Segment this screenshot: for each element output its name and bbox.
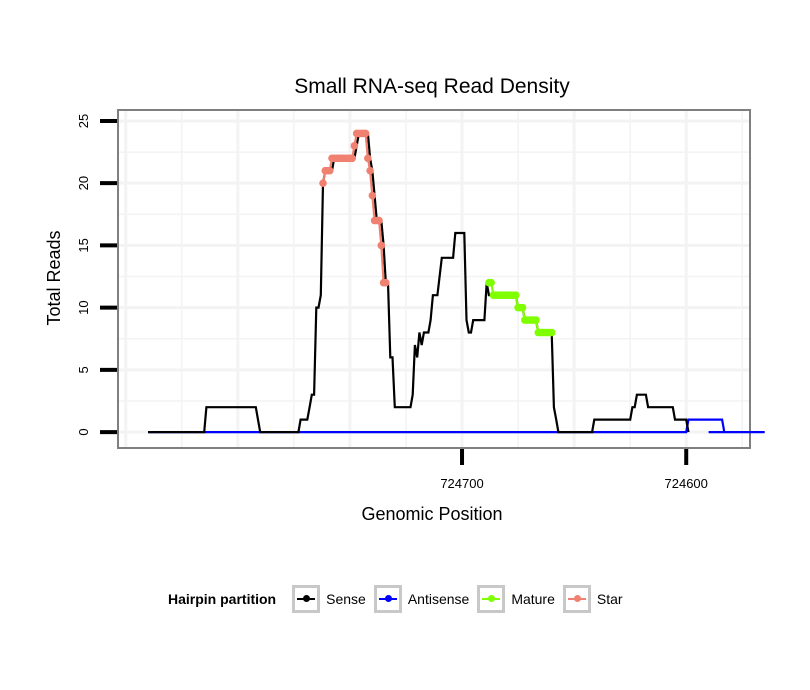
mature-point xyxy=(547,328,556,337)
star-point xyxy=(348,154,356,163)
antisense-line xyxy=(148,418,765,434)
star-point xyxy=(377,241,386,250)
y-tick-label: 0 xyxy=(76,428,91,435)
star-point xyxy=(361,129,370,138)
x-tick-label: 724700 xyxy=(440,476,483,491)
mature-point xyxy=(518,303,527,312)
star-point xyxy=(319,179,327,187)
legend-item-mature: Mature xyxy=(477,585,555,613)
y-tick-label: 20 xyxy=(76,176,91,190)
mature-point xyxy=(487,278,495,287)
y-tick-label: 15 xyxy=(76,238,91,252)
legend-item-star: Star xyxy=(562,585,623,613)
legend-label-sense: Sense xyxy=(326,591,366,607)
star-point xyxy=(368,191,377,200)
y-tick-label: 5 xyxy=(76,366,91,373)
mature-point xyxy=(512,291,520,299)
star-point xyxy=(366,166,374,175)
x-axis: 724700 724600 xyxy=(440,449,708,491)
star-point xyxy=(375,216,383,225)
star-point xyxy=(364,154,372,163)
series-layer xyxy=(148,129,765,434)
mature-point xyxy=(532,316,540,324)
legend-key-antisense xyxy=(373,585,402,613)
y-tick-label: 10 xyxy=(76,300,91,314)
y-axis-label: Total Reads xyxy=(44,230,64,325)
legend-label-antisense: Antisense xyxy=(407,591,470,607)
star-point xyxy=(381,278,390,287)
legend-title: Hairpin partition xyxy=(168,591,277,607)
sense-line xyxy=(148,132,690,434)
legend-item-antisense: Antisense xyxy=(373,585,470,613)
legend-label-mature: Mature xyxy=(511,591,555,607)
star-point xyxy=(325,166,334,175)
x-tick-label: 724600 xyxy=(665,476,708,491)
x-axis-label: Genomic Position xyxy=(361,504,502,524)
legend-key-mature xyxy=(477,585,506,613)
legend-key-sense xyxy=(292,585,321,613)
legend-key-star xyxy=(562,585,591,613)
legend-label-star: Star xyxy=(596,591,623,607)
legend-item-sense: Sense xyxy=(292,585,366,613)
legend: Hairpin partition Sense Antisense Mature… xyxy=(168,585,631,613)
y-tick-label: 25 xyxy=(76,114,91,128)
y-axis: 0 5 10 15 20 25 xyxy=(76,114,117,436)
chart-title: Small RNA-seq Read Density xyxy=(294,75,570,98)
plot-panel xyxy=(117,109,751,449)
star-point xyxy=(350,142,359,150)
grid xyxy=(119,111,749,447)
